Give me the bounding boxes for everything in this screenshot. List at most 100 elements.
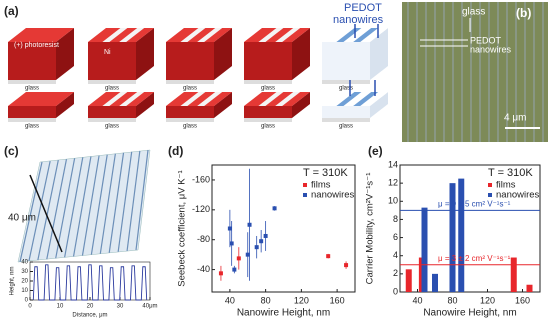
panel-label: (c) — [4, 144, 19, 158]
stripe — [117, 151, 133, 252]
groove — [275, 92, 301, 106]
y-tick-label: 40 — [21, 260, 28, 266]
glass — [322, 118, 370, 122]
legend-swatch — [488, 193, 492, 197]
glass-label: glass — [462, 7, 485, 18]
glass-label: glass — [339, 86, 353, 92]
metal-label: Ni — [104, 49, 111, 56]
x-tick-label: 160 — [515, 295, 530, 305]
y-tick-label: -40 — [197, 264, 210, 274]
x-tick-label: 40 — [412, 295, 422, 305]
annotation: T = 310K — [488, 167, 533, 179]
afm-surface — [17, 149, 151, 263]
point — [272, 206, 277, 211]
y-axis-label: Seebeck coefficient, μV K⁻¹ — [177, 170, 188, 286]
bar — [449, 183, 456, 292]
slab-side — [292, 28, 310, 80]
glass-label: glass — [183, 86, 197, 92]
x-axis-label: Nanowire Height, nm — [423, 308, 516, 319]
stripe — [126, 150, 141, 251]
groove — [197, 92, 223, 106]
legend-swatch — [303, 183, 307, 187]
plot-frame — [399, 164, 541, 293]
legend-label: films — [311, 180, 331, 191]
reference-label: μ = 9 ± 5 cm² V⁻¹s⁻¹ — [438, 199, 511, 208]
y-tick-label: 6 — [393, 232, 398, 242]
glass — [166, 80, 214, 84]
point — [227, 226, 232, 231]
legend-swatch — [303, 193, 307, 197]
plot-frame — [211, 164, 356, 293]
x-tick-label: 80 — [447, 295, 457, 305]
schematic: glass glass glass glass glass glass glass glass… — [8, 24, 388, 130]
point — [229, 241, 234, 246]
slab-side — [370, 92, 388, 118]
bar — [421, 207, 428, 292]
slab-front — [8, 42, 56, 80]
y-axis-label: Carrier Mobility, cm²V⁻¹s⁻¹ — [365, 173, 376, 285]
point — [259, 239, 264, 244]
stripe — [72, 156, 92, 257]
glass — [8, 80, 56, 84]
y-tick-label: 4 — [393, 250, 398, 260]
slab-front — [88, 106, 136, 118]
x-tick-label: 120 — [480, 295, 495, 305]
annotation: T = 310K — [303, 167, 348, 179]
slab-front — [244, 106, 292, 118]
stripe — [55, 158, 76, 259]
point — [236, 256, 241, 261]
point — [218, 271, 223, 276]
y-tick-label: 8 — [393, 214, 398, 224]
point — [263, 233, 268, 238]
scale-label: 4 μm — [504, 113, 526, 124]
slab-front — [322, 42, 370, 80]
point — [245, 252, 250, 257]
glass — [322, 80, 370, 84]
wire-label: PEDOT — [470, 35, 502, 45]
glass — [244, 80, 292, 84]
glass-label: glass — [25, 86, 39, 92]
profile-line — [32, 264, 148, 301]
y-tick-label: 14 — [388, 159, 398, 169]
stripe — [108, 152, 125, 253]
slab-top — [8, 92, 74, 106]
point — [247, 222, 252, 227]
glass — [88, 80, 136, 84]
x-tick-label: 40 — [225, 295, 235, 305]
y-tick-label: -120 — [192, 204, 210, 214]
slab-front — [166, 106, 214, 118]
x-tick-label: 80 — [261, 295, 271, 305]
callout: nanowires — [333, 14, 384, 26]
slab-side — [56, 92, 74, 118]
groove — [102, 92, 128, 106]
slab-front — [166, 42, 214, 80]
x-tick-label: 30 — [117, 304, 124, 310]
stripe — [90, 154, 108, 255]
slab-side — [370, 28, 388, 80]
size-arrow — [29, 174, 63, 253]
y-tick-label: 0 — [393, 286, 398, 296]
bar — [432, 273, 438, 292]
glass — [88, 118, 136, 122]
stripe — [81, 155, 100, 256]
slab-side — [136, 28, 154, 80]
y-tick-label: 10 — [21, 288, 28, 294]
glass-label: glass — [183, 124, 197, 130]
legend-label: nanowires — [311, 190, 355, 201]
x-tick-label: 40μm — [142, 304, 157, 310]
size-label: 40 μm — [8, 213, 36, 224]
groove — [353, 92, 379, 106]
point — [326, 254, 331, 259]
callout: PEDOT — [344, 2, 382, 14]
glass-label: glass — [261, 124, 275, 130]
bar — [526, 284, 533, 292]
stripe — [64, 157, 84, 258]
point — [344, 263, 349, 268]
stripe — [135, 149, 149, 251]
glass — [244, 118, 292, 122]
groove — [180, 92, 206, 106]
glass-label: glass — [105, 86, 119, 92]
y-tick-label: 2 — [393, 268, 398, 278]
slab-side — [214, 92, 232, 118]
